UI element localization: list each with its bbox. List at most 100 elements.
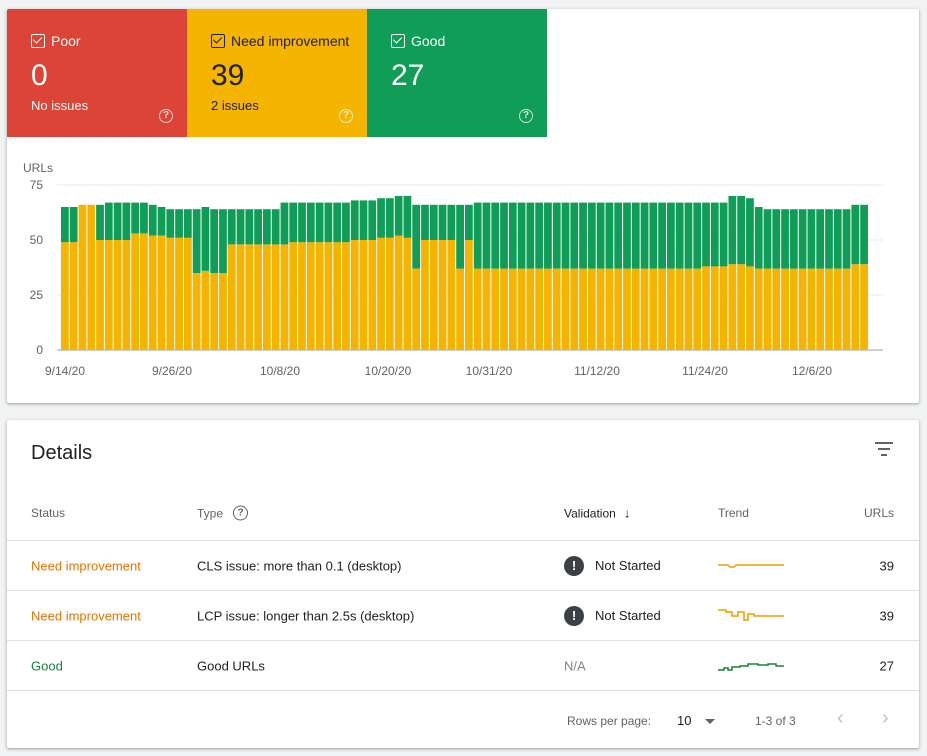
help-icon[interactable]: ? [159, 109, 173, 123]
bar-need-improvement [754, 268, 763, 350]
bar-need-improvement [719, 266, 728, 350]
bar-good [693, 202, 702, 269]
bar-need-improvement [465, 240, 473, 350]
tile-ni-count: 39 [211, 59, 245, 92]
bar-good [807, 209, 816, 269]
bar-need-improvement [254, 244, 262, 350]
checkbox-icon[interactable] [31, 34, 45, 48]
bar-need-improvement [737, 264, 746, 350]
bar-need-improvement [350, 240, 359, 350]
row-type: CLS issue: more than 0.1 (desktop) [197, 558, 402, 573]
table-row[interactable]: Need improvement CLS issue: more than 0.… [7, 541, 919, 591]
tile-ni-label: Need improvement [231, 33, 350, 49]
bar-good [131, 202, 140, 234]
bar-good [728, 196, 737, 265]
bar-need-improvement [798, 268, 807, 350]
bar-good [517, 202, 526, 269]
bar-need-improvement [96, 240, 104, 350]
col-validation[interactable]: Validation ↓ [564, 506, 630, 521]
bar-need-improvement [640, 268, 649, 350]
chevron-down-icon[interactable] [705, 719, 715, 724]
bar-good [596, 202, 605, 269]
table-footer: Rows per page: 10 1-3 of 3 ‹ › [7, 692, 919, 748]
bar-good [544, 202, 552, 269]
bar-need-improvement [210, 273, 219, 350]
bar-need-improvement [702, 266, 710, 350]
table-header: Status Type ? Validation ↓ Trend URLs [7, 486, 919, 541]
bar-good [675, 202, 684, 269]
tile-good[interactable]: Good 27 ? [367, 9, 547, 137]
table-row[interactable]: Good Good URLs N/A 27 [7, 641, 919, 691]
bar-need-improvement [579, 268, 587, 350]
row-status: Need improvement [31, 608, 141, 623]
next-page-icon[interactable]: › [882, 707, 889, 729]
checkbox-icon[interactable] [391, 34, 405, 48]
help-icon[interactable]: ? [519, 109, 533, 123]
bar-good [465, 204, 473, 240]
bar-need-improvement [781, 268, 789, 350]
bar-good [719, 202, 728, 267]
row-type: LCP issue: longer than 2.5s (desktop) [197, 608, 415, 623]
table-row[interactable]: Need improvement LCP issue: longer than … [7, 591, 919, 641]
bar-good [140, 202, 148, 234]
bar-good [359, 200, 368, 240]
row-validation-label: N/A [564, 658, 586, 673]
bar-need-improvement [631, 268, 640, 350]
bar-need-improvement [693, 268, 702, 350]
bar-good [491, 202, 500, 269]
rows-per-page-select[interactable]: 10 [677, 713, 692, 728]
bar-good [833, 209, 842, 269]
bar-need-improvement [544, 268, 552, 350]
bar-good [166, 209, 175, 238]
chart-bars [61, 196, 868, 350]
bar-good [183, 209, 192, 238]
tile-ni-sub: 2 issues [211, 98, 259, 113]
prev-page-icon[interactable]: ‹ [837, 707, 844, 729]
bar-need-improvement [561, 268, 570, 350]
bar-good [456, 204, 464, 269]
rows-per-page-label: Rows per page: [567, 714, 652, 728]
bar-good [798, 209, 807, 269]
bar-good [789, 209, 798, 269]
bar-good [219, 209, 227, 273]
tile-need-improvement[interactable]: Need improvement 39 2 issues ? [187, 9, 367, 137]
x-tick-label: 10/20/20 [365, 364, 412, 378]
bar-good [342, 202, 350, 243]
col-type[interactable]: Type ? [197, 505, 249, 521]
bar-need-improvement [245, 244, 254, 350]
bar-good [587, 202, 596, 269]
bar-need-improvement [482, 268, 491, 350]
bar-need-improvement [667, 268, 675, 350]
bar-need-improvement [271, 244, 280, 350]
col-status[interactable]: Status [31, 506, 66, 520]
bar-good [860, 204, 868, 265]
row-validation: ! Not Started [564, 605, 661, 626]
bar-need-improvement [833, 268, 842, 350]
bar-good [104, 202, 113, 240]
bar-need-improvement [324, 242, 333, 350]
bar-good [113, 202, 122, 240]
bar-need-improvement [746, 266, 754, 350]
filter-icon[interactable] [875, 442, 893, 456]
bar-need-improvement [421, 240, 429, 350]
help-icon[interactable]: ? [339, 109, 353, 123]
bar-need-improvement [763, 268, 772, 350]
col-urls[interactable]: URLs [863, 506, 894, 520]
bar-need-improvement [728, 264, 737, 350]
row-urls: 39 [879, 558, 894, 573]
bar-good [227, 209, 236, 245]
bar-good [526, 202, 535, 269]
bar-need-improvement [183, 237, 192, 350]
bar-good [263, 209, 271, 245]
bar-need-improvement [227, 244, 236, 350]
bar-good [69, 207, 78, 243]
bar-good [289, 202, 298, 243]
tile-poor[interactable]: Poor 0 No issues ? [7, 9, 187, 137]
help-icon[interactable]: ? [233, 505, 249, 521]
row-validation: ! Not Started [564, 555, 661, 576]
pagination-range: 1-3 of 3 [755, 714, 796, 728]
bar-good [702, 202, 710, 267]
bar-need-improvement [649, 268, 658, 350]
checkbox-icon[interactable] [211, 34, 225, 48]
bar-good [535, 202, 544, 269]
